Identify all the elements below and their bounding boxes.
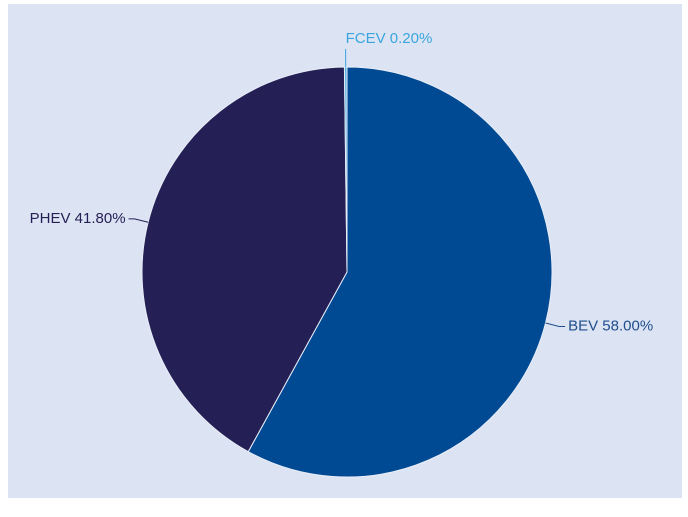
slice-label: BEV 58.00% [568,317,653,334]
slice-label: FCEV 0.20% [346,30,433,47]
pie-slice [343,66,348,273]
slice-category: PHEV [30,210,71,227]
leader-line [128,218,149,223]
slice-category: FCEV [346,30,386,47]
slice-value-label: 58.00% [602,317,653,334]
slice-value-label: 41.80% [75,210,126,227]
pie-slice [247,66,553,478]
slice-value-label: 0.20% [390,30,433,47]
slice-label: PHEV 41.80% [30,210,126,227]
slice-category: BEV [568,317,598,334]
leader-line [545,322,566,327]
